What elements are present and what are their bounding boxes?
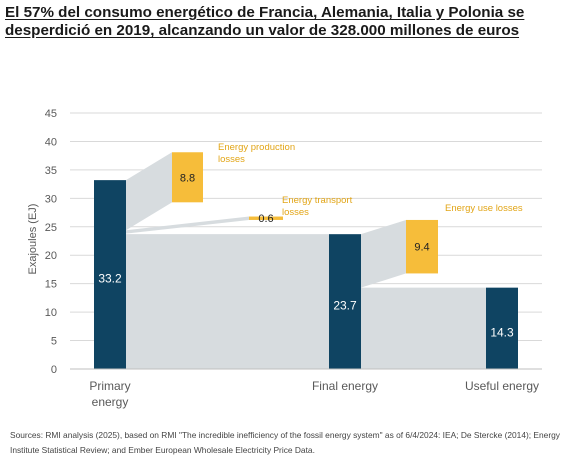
loss-block <box>249 216 283 220</box>
y-tick-label: 5 <box>51 336 57 348</box>
bar <box>94 180 126 369</box>
y-tick-label: 10 <box>45 307 57 319</box>
loss-name-label: Energy use losses <box>445 203 523 214</box>
y-tick-label: 30 <box>45 193 57 205</box>
y-tick-label: 45 <box>45 108 57 120</box>
flow-to-use-losses <box>361 219 406 288</box>
y-tick-label: 25 <box>45 222 57 234</box>
bar-value-label: 14.3 <box>490 325 514 339</box>
flow-bands <box>126 152 486 369</box>
source-note: Sources: RMI analysis (2025), based on R… <box>10 430 560 455</box>
y-tick-label: 0 <box>51 364 57 376</box>
y-tick-label: 20 <box>45 250 57 262</box>
loss-name-label: Energy transport <box>282 195 353 206</box>
flow-to-production-losses <box>126 152 172 231</box>
loss-value-label: 8.8 <box>180 172 195 184</box>
category-label: energy <box>92 395 129 409</box>
y-tick-label: 35 <box>45 165 57 177</box>
category-label: Final energy <box>312 379 378 393</box>
loss-name-label: losses <box>218 154 245 165</box>
y-tick-label: 40 <box>45 136 57 148</box>
loss-name-label: Energy production <box>218 142 295 153</box>
flow-primary-to-final <box>126 234 329 369</box>
loss-block <box>406 219 438 274</box>
chart-headline: El 57% del consumo energético de Francia… <box>5 4 525 39</box>
loss-value-label: 9.4 <box>414 242 429 254</box>
bar <box>329 234 361 369</box>
bar-value-label: 33.2 <box>98 272 122 286</box>
flow-final-to-useful <box>361 287 486 369</box>
bar <box>486 287 518 369</box>
y-tick-label: 15 <box>45 279 57 291</box>
bars <box>94 180 518 369</box>
loss-value-label: 0.6 <box>258 213 273 225</box>
labels: 0 5 10 15 20 25 30 35 40 45 Exajoules (EJ) 33.2 Prim… <box>27 108 539 409</box>
energy-flow-chart: 0 5 10 15 20 25 30 35 40 45 Exajoules (EJ) 33.2 Prim… <box>27 108 542 409</box>
y-axis-label: Exajoules (EJ) <box>27 204 39 275</box>
bar-value-label: 23.7 <box>333 299 357 313</box>
loss-blocks <box>172 152 438 274</box>
loss-block <box>172 152 203 203</box>
flow-to-transport-losses <box>126 216 249 234</box>
category-label: Primary <box>89 379 130 393</box>
loss-name-label: losses <box>282 207 309 218</box>
category-label: Useful energy <box>465 379 539 393</box>
